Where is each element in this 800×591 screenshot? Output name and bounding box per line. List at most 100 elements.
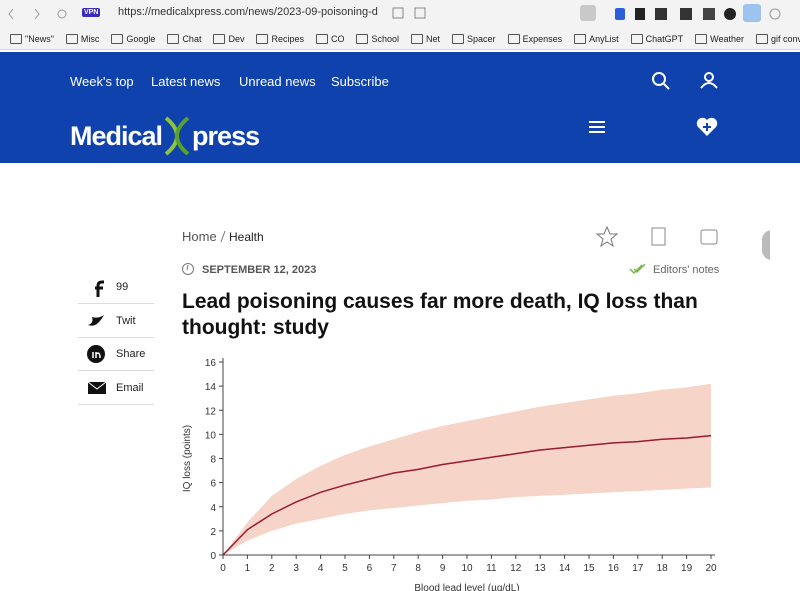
share-label: Email [116,381,144,394]
bookmark-label: Recipes [271,33,304,44]
bookmark[interactable]: CO [315,33,345,44]
bookmark-label: gif converter [770,33,800,44]
bookmark-icon [452,33,465,44]
y-tick-label: 6 [210,479,216,490]
share-label: Share [116,348,146,360]
y-tick-label: 2 [210,527,216,538]
bookmark[interactable]: Dev [213,33,245,44]
editors-notes[interactable]: Editors' notes [653,264,720,276]
x-tick-label: 1 [245,563,251,574]
share-button[interactable]: Twit [78,304,154,338]
bookmark-icon [256,33,269,44]
x-tick-label: 12 [510,563,522,574]
bookmark[interactable]: gif converter [755,33,800,44]
y-tick-label: 12 [205,406,217,417]
x-tick-label: 8 [415,563,421,574]
bookmark[interactable]: ChatGPT [630,33,684,44]
share-button[interactable]: Email [78,371,154,405]
bookmark-label: Misc [80,33,100,44]
browser-toolbar: VPN https://medicalxpress.com/news/2023-… [0,0,800,28]
article-tools[interactable] [590,222,770,282]
bookmark-label: AnyList [589,33,619,44]
bookmarks-bar: "News" Misc Google Chat Dev Recipes CO School Ne… [0,28,800,50]
mean-line [222,434,712,556]
share-label: Twit [116,314,136,327]
bookmark-icon [65,33,78,44]
x-tick-label: 17 [632,563,644,574]
logo-x [164,116,190,156]
nav-link[interactable]: Unread news [239,74,316,89]
x-tick-label: 9 [440,563,446,574]
y-tick-label: 0 [210,551,216,562]
x-axis-label: Blood lead level (µg/dL) [414,583,519,591]
x-tick-label: 20 [705,563,717,574]
extension-icons[interactable] [385,0,795,28]
bookmark-icon [695,33,708,44]
x-tick-label: 16 [608,563,620,574]
article-date: SEPTEMBER 12, 2023 [202,264,317,276]
bookmark-icon [574,33,587,44]
site-header [0,52,800,163]
bookmark-icon [356,33,369,44]
x-tick-label: 0 [220,563,226,574]
bookmark[interactable]: Weather [695,33,744,44]
logo-text: press [192,120,260,151]
bookmark-label: ChatGPT [645,33,684,44]
bookmark[interactable]: Spacer [452,33,496,44]
breadcrumb-link[interactable]: Health [229,230,264,244]
x-tick-label: 4 [318,563,324,574]
site-logo[interactable]: Medical press [70,116,260,156]
bookmark-icon [507,33,520,44]
bookmark-icon [111,33,124,44]
logo-text: Medical [70,120,163,151]
bookmark-label: Dev [228,33,245,44]
bookmark-icon [10,33,22,44]
bookmark-label: "News" [25,33,54,44]
address-bar[interactable]: https://medicalxpress.com/news/2023-09-p… [118,6,378,18]
bookmark-icon [755,33,768,44]
x-tick-label: 3 [293,563,299,574]
confidence-band [223,383,711,555]
x-tick-label: 6 [367,563,373,574]
bookmark[interactable]: Misc [65,33,100,44]
nav-link[interactable]: Subscribe [331,74,389,89]
bookmark-label: School [371,33,400,44]
breadcrumb-link[interactable]: Home [182,229,217,244]
nav-link[interactable]: Latest news [151,74,221,89]
breadcrumb-separator [220,230,226,243]
share-button[interactable]: Share [78,337,154,371]
share-icon [87,345,105,363]
x-tick-label: 5 [342,563,348,574]
bookmark-icon [411,33,424,44]
nav-link[interactable]: Week's top [70,74,134,89]
bookmark-label: Chat [182,33,202,44]
bookmark-label: CO [330,33,345,44]
bookmark-label: Weather [710,33,744,44]
share-label: 99 [116,281,129,293]
y-tick-label: 4 [210,503,216,514]
clock-icon [182,263,194,275]
x-tick-label: 13 [535,563,547,574]
bookmark[interactable]: AnyList [574,33,619,44]
bookmark[interactable]: Chat [167,33,202,44]
share-icon [95,280,104,297]
bookmark[interactable]: Net [411,33,440,44]
bookmark[interactable]: Recipes [256,33,304,44]
share-button[interactable]: 99 [78,270,154,304]
bookmark[interactable]: School [356,33,400,44]
bookmark[interactable]: Google [111,33,155,44]
y-tick-label: 10 [205,430,217,441]
x-tick-label: 7 [391,563,397,574]
header-icons [589,72,718,136]
x-tick-label: 10 [461,563,473,574]
bookmark[interactable]: "News" [10,33,54,44]
bookmark-icon [630,33,643,44]
nav-buttons[interactable] [0,0,80,28]
y-tick-label: 16 [205,358,217,369]
bookmark[interactable]: Expenses [507,33,562,44]
y-tick-label: 8 [210,455,216,466]
x-tick-label: 15 [583,563,595,574]
